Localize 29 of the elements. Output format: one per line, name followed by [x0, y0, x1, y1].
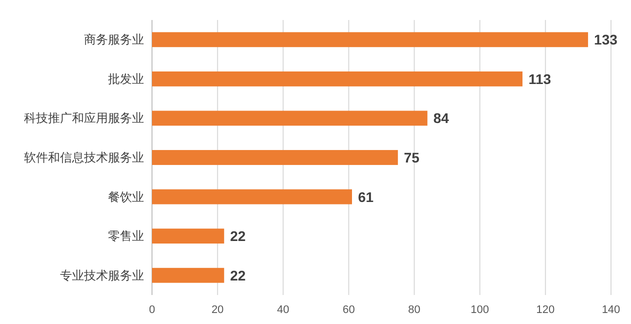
x-tick-label: 60: [342, 304, 355, 316]
bar: [152, 150, 398, 165]
data-label: 22: [230, 267, 246, 284]
x-tick-label: 40: [277, 304, 290, 316]
y-tick-label: 科技推广和应用服务业: [24, 111, 144, 126]
x-tick-label: 100: [470, 304, 490, 316]
x-tick-label: 0: [148, 304, 156, 316]
y-tick-label: 专业技术服务业: [60, 268, 144, 282]
x-tick-label: 120: [536, 304, 555, 316]
y-tick-label: 软件和信息技术服务业: [24, 150, 144, 164]
y-tick-label: 零售业: [108, 229, 144, 244]
data-label: 113: [528, 70, 552, 87]
data-label: 133: [594, 32, 618, 48]
bar: [152, 110, 428, 126]
data-label: 75: [404, 150, 420, 166]
data-label: 84: [433, 110, 450, 126]
bar: [152, 71, 522, 86]
bar: [152, 32, 588, 48]
x-tick-label: 20: [211, 304, 224, 316]
x-tick-label: 80: [408, 304, 420, 316]
y-tick-label: 餐饮业: [108, 190, 144, 204]
bar: [152, 228, 224, 244]
data-label: 61: [358, 188, 374, 205]
bar: [152, 189, 352, 204]
y-tick-label: 批发业: [108, 72, 144, 86]
y-tick-label: 商务服务业: [84, 32, 144, 47]
data-label: 22: [230, 228, 246, 244]
bar: [152, 268, 224, 283]
x-tick-label: 140: [602, 304, 620, 316]
